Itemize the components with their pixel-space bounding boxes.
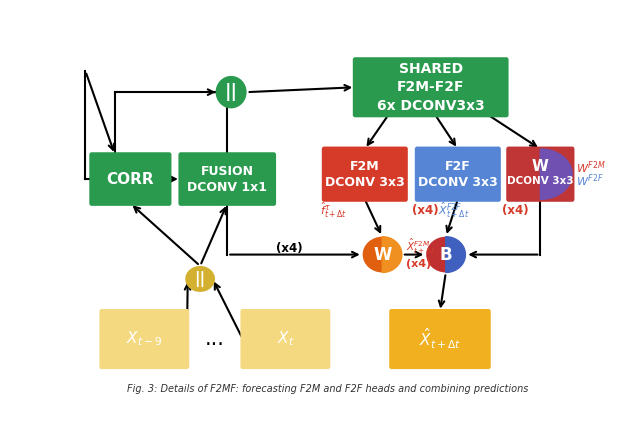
Text: DCONV 3x3: DCONV 3x3 — [507, 176, 573, 187]
FancyBboxPatch shape — [241, 309, 330, 369]
Polygon shape — [446, 237, 465, 272]
Text: $W^{F2M}$: $W^{F2M}$ — [576, 159, 605, 176]
Text: CORR: CORR — [107, 171, 154, 187]
Text: ||: || — [225, 83, 237, 101]
Text: $\hat{X}^{F2M}_{t+\Delta t}$: $\hat{X}^{F2M}_{t+\Delta t}$ — [406, 237, 435, 256]
Text: $X_{t-9}$: $X_{t-9}$ — [126, 330, 163, 348]
Text: $\hat{X}_{t+\Delta t}$: $\hat{X}_{t+\Delta t}$ — [419, 327, 461, 351]
FancyBboxPatch shape — [506, 147, 575, 202]
Ellipse shape — [185, 266, 215, 292]
FancyBboxPatch shape — [389, 309, 491, 369]
Text: $W^{F2F}$: $W^{F2F}$ — [576, 172, 604, 189]
Text: (x4): (x4) — [412, 204, 438, 217]
Ellipse shape — [216, 76, 246, 109]
Text: Fig. 3: Details of F2MF: forecasting F2M and F2F heads and combining predictions: Fig. 3: Details of F2MF: forecasting F2M… — [127, 384, 529, 393]
Ellipse shape — [363, 237, 402, 272]
FancyBboxPatch shape — [353, 57, 509, 117]
Text: (x4): (x4) — [276, 241, 303, 255]
Text: W: W — [532, 159, 548, 175]
Ellipse shape — [426, 237, 465, 272]
Text: $X_t$: $X_t$ — [276, 330, 294, 348]
Text: SHARED
F2M-F2F
6x DCONV3x3: SHARED F2M-F2F 6x DCONV3x3 — [377, 62, 484, 113]
Text: W: W — [373, 245, 392, 264]
FancyBboxPatch shape — [179, 152, 276, 206]
Text: ||: || — [195, 271, 205, 287]
Text: ...: ... — [205, 329, 225, 349]
Text: FUSION
DCONV 1x1: FUSION DCONV 1x1 — [188, 164, 268, 194]
Text: $\hat{X}^{F2F}_{t+\Delta t}$: $\hat{X}^{F2F}_{t+\Delta t}$ — [438, 201, 470, 221]
Text: (x4): (x4) — [502, 204, 529, 217]
Text: F2F
DCONV 3x3: F2F DCONV 3x3 — [418, 159, 498, 189]
FancyBboxPatch shape — [322, 147, 408, 202]
Polygon shape — [540, 149, 572, 199]
Text: B: B — [440, 245, 452, 264]
Polygon shape — [382, 237, 402, 272]
Text: $\hat{f}^{\tau}_{t+\Delta t}$: $\hat{f}^{\tau}_{t+\Delta t}$ — [320, 201, 347, 221]
FancyBboxPatch shape — [99, 309, 189, 369]
Text: F2M
DCONV 3x3: F2M DCONV 3x3 — [325, 159, 404, 189]
Text: (x4): (x4) — [406, 259, 431, 269]
FancyBboxPatch shape — [90, 152, 172, 206]
FancyBboxPatch shape — [415, 147, 501, 202]
